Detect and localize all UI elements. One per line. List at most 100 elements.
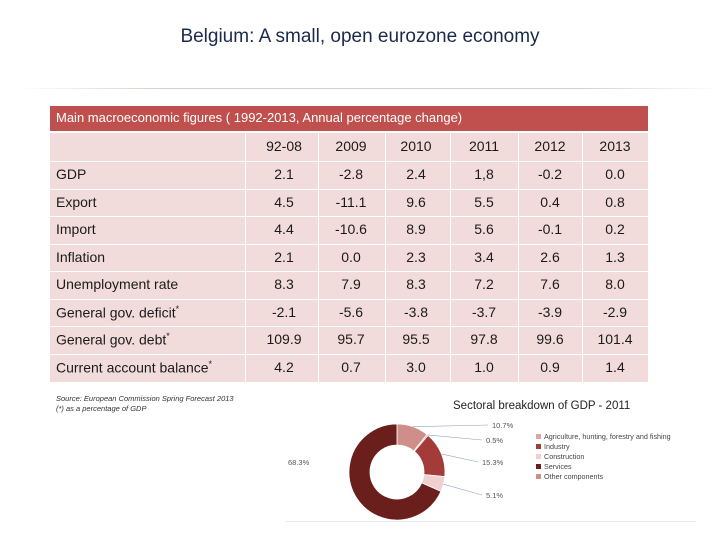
table-cell: 0.0 xyxy=(341,249,361,265)
table-cell: -5.6 xyxy=(338,304,364,320)
table-cell: -11.1 xyxy=(335,194,367,210)
row-separator xyxy=(50,271,648,272)
table-cell: 101.4 xyxy=(597,331,633,347)
legend-swatch xyxy=(536,444,541,449)
table-cell: 4.2 xyxy=(274,359,294,375)
footnote-marker: * xyxy=(166,331,170,341)
table-body xyxy=(50,133,648,382)
column-separator xyxy=(582,133,583,382)
source-note: Source: European Commission Spring Forec… xyxy=(56,394,234,414)
row-separator xyxy=(50,299,648,300)
leader-line xyxy=(443,483,483,496)
table-cell: 2.1 xyxy=(274,166,294,182)
leader-line xyxy=(441,453,479,463)
table-cell: 3.4 xyxy=(474,249,494,265)
footnote-marker: * xyxy=(208,359,213,369)
table-cell: 2.6 xyxy=(540,249,560,265)
slide-title: Belgium: A small, open eurozone economy xyxy=(180,26,540,47)
chart-divider xyxy=(286,521,696,522)
row-separator xyxy=(50,216,648,217)
table-cell: 0.7 xyxy=(341,359,361,375)
column-separator xyxy=(245,133,246,382)
legend-label: Agriculture, hunting, forestry and fishi… xyxy=(544,432,671,441)
column-separator xyxy=(450,133,451,382)
row-label-text: Import xyxy=(56,221,96,237)
row-label: Unemployment rate xyxy=(56,276,178,292)
table-cell: 8.0 xyxy=(605,276,625,292)
table-cell: 8.3 xyxy=(274,276,294,292)
table-cell: 7.9 xyxy=(341,276,361,292)
legend-swatch xyxy=(536,474,541,479)
column-header: 2012 xyxy=(534,138,566,154)
row-label: General gov. deficit* xyxy=(56,304,179,321)
slice-value-label: 5.1% xyxy=(486,491,503,500)
donut-slice xyxy=(348,423,442,521)
column-separator xyxy=(385,133,386,382)
table-cell: 95.7 xyxy=(337,331,365,347)
column-separator xyxy=(318,133,319,382)
footnote-marker: * xyxy=(175,304,180,314)
row-label-text: Unemployment rate xyxy=(56,276,179,292)
table-cell: 7.2 xyxy=(474,276,494,292)
table-cell: -2.9 xyxy=(602,304,628,320)
slice-value-label: 10.7% xyxy=(492,421,514,430)
table-cell: 1.4 xyxy=(605,359,625,375)
slice-value-label: 0.5% xyxy=(486,436,503,445)
leader-line xyxy=(427,434,483,441)
row-label-text: General gov. debt xyxy=(56,331,167,348)
table-cell: -3.8 xyxy=(403,304,429,320)
table-cell: -3.7 xyxy=(471,304,497,320)
row-label: Inflation xyxy=(56,249,105,265)
table-cell: 0.8 xyxy=(605,194,625,210)
legend-swatch xyxy=(536,434,541,439)
row-label: Import xyxy=(56,221,96,237)
table-cell: 95.5 xyxy=(402,331,430,347)
gdp-sector-donut-chart: 0.5% 15.3% 5.1% 68.3% 10.7% Agriculture, hunt… xyxy=(286,416,696,522)
table-cell: 8.3 xyxy=(406,276,426,292)
slice-value-label: 68.3% xyxy=(288,458,310,467)
legend-label: Industry xyxy=(544,442,570,451)
row-separator xyxy=(50,244,648,245)
table-cell: 4.5 xyxy=(274,194,294,210)
column-header: 92-08 xyxy=(266,138,302,154)
row-separator xyxy=(50,326,648,327)
table-cell: 99.6 xyxy=(536,331,564,347)
table-cell: 1.0 xyxy=(474,359,494,375)
table-cell: 109.9 xyxy=(266,331,302,347)
table-cell: 1.3 xyxy=(605,249,625,265)
chart-title: Sectoral breakdown of GDP - 2011 xyxy=(453,400,631,412)
table-cell: -2.1 xyxy=(271,304,297,320)
table-cell: 3.0 xyxy=(406,359,426,375)
column-header: 2009 xyxy=(335,138,367,154)
table-cell: 8.9 xyxy=(406,221,426,237)
table-cell: -10.6 xyxy=(335,221,367,237)
row-label: GDP xyxy=(56,166,86,182)
legend-label: Services xyxy=(544,462,572,471)
row-separator xyxy=(50,189,648,190)
table-header: Main macroeconomic figures ( 1992-2013, … xyxy=(50,106,648,131)
legend-label: Construction xyxy=(544,452,584,461)
source-line: Source: European Commission Spring Forec… xyxy=(56,394,234,403)
table-cell: 2.1 xyxy=(274,249,294,265)
table-cell: -0.2 xyxy=(537,166,563,182)
table-cell: -3.9 xyxy=(537,304,563,320)
legend-label: Other components xyxy=(544,472,604,481)
leader-line xyxy=(412,424,489,427)
column-header: 2013 xyxy=(599,138,631,154)
column-header: 2011 xyxy=(468,138,500,154)
row-label-text: Export xyxy=(56,194,97,210)
row-separator xyxy=(50,354,648,355)
table-cell: 97.8 xyxy=(470,331,498,347)
column-separator xyxy=(518,133,519,382)
legend-swatch xyxy=(536,464,541,469)
row-label-text: GDP xyxy=(56,166,87,182)
table-cell: 0.0 xyxy=(605,166,625,182)
table-cell: 0.4 xyxy=(540,194,560,210)
row-label-text: Current account balance xyxy=(56,359,209,376)
table-cell: 2.3 xyxy=(406,249,426,265)
table-cell: 4.4 xyxy=(274,221,294,237)
row-label: General gov. debt* xyxy=(56,331,170,348)
table-cell: 0.2 xyxy=(605,221,625,237)
table-cell: 5.5 xyxy=(474,194,494,210)
title-divider xyxy=(20,88,720,89)
